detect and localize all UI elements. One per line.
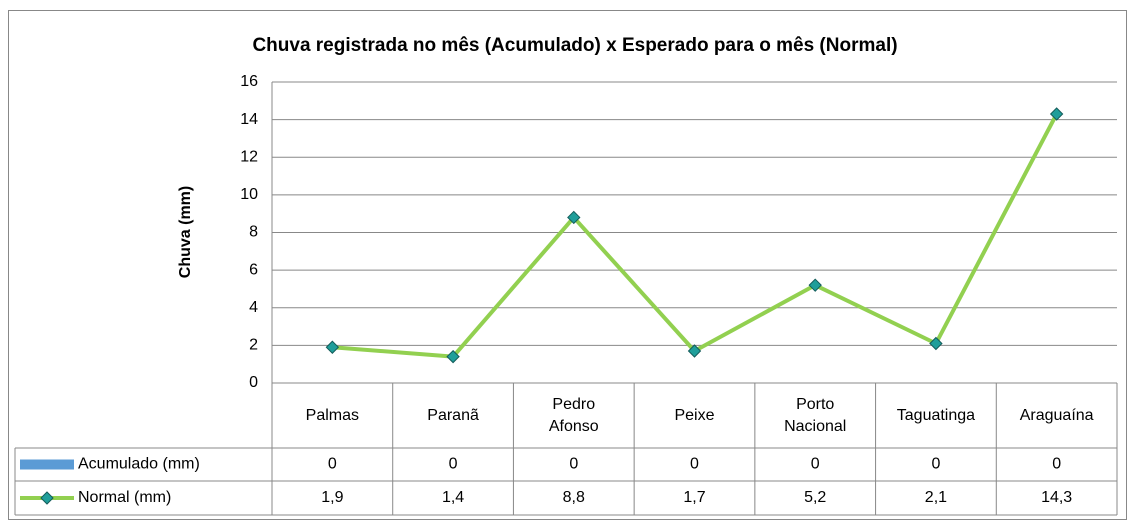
table-value: 1,4 — [442, 489, 464, 506]
marker — [1049, 107, 1064, 121]
y-tick-label: 14 — [240, 111, 258, 128]
table-value: 1,9 — [321, 489, 343, 506]
y-tick-label: 2 — [249, 337, 258, 354]
table-value: 0 — [449, 456, 458, 473]
legend-key — [20, 459, 74, 470]
x-tick-label: Porto Nacional — [784, 395, 847, 435]
table-value: 0 — [811, 456, 820, 473]
legend-label: Acumulado (mm) — [78, 456, 200, 473]
legend-key — [40, 491, 54, 505]
x-tick-label: Peixe — [674, 406, 715, 424]
table-value: 0 — [690, 456, 699, 473]
y-tick-label: 4 — [249, 299, 258, 316]
y-tick-label: 8 — [249, 224, 258, 241]
table-value: 2,1 — [925, 489, 947, 506]
y-tick-label: 0 — [249, 374, 258, 391]
y-tick-label: 6 — [249, 261, 258, 278]
x-tick-label: Araguaína — [1019, 406, 1094, 424]
marker — [929, 336, 943, 351]
marker — [446, 349, 460, 364]
x-tick-label: Taguatinga — [896, 406, 976, 424]
y-tick-label: 16 — [240, 73, 258, 90]
x-tick-label: Pedro Afonso — [548, 395, 599, 435]
x-tick-label: Palmas — [305, 406, 360, 424]
marker — [325, 340, 340, 354]
legend-label: Normal (mm) — [78, 489, 171, 506]
y-axis-label: Chuva (mm) — [177, 186, 194, 278]
marker — [808, 278, 822, 292]
table-value: 0 — [328, 456, 337, 473]
y-tick-label: 12 — [240, 148, 258, 165]
table-value: 14,3 — [1041, 489, 1072, 506]
marker — [567, 210, 581, 225]
table-value: 0 — [931, 456, 940, 473]
table-value: 8,8 — [563, 489, 585, 506]
chart-title: Chuva registrada no mês (Acumulado) x Es… — [252, 35, 897, 56]
chart-border — [8, 10, 1127, 520]
table-value: 5,2 — [804, 489, 826, 506]
table-value: 1,7 — [683, 489, 705, 506]
table-value: 0 — [569, 456, 578, 473]
x-tick-label: Paranã — [427, 406, 479, 424]
y-tick-label: 10 — [240, 186, 258, 203]
table-value: 0 — [1052, 456, 1061, 473]
marker — [687, 344, 702, 358]
